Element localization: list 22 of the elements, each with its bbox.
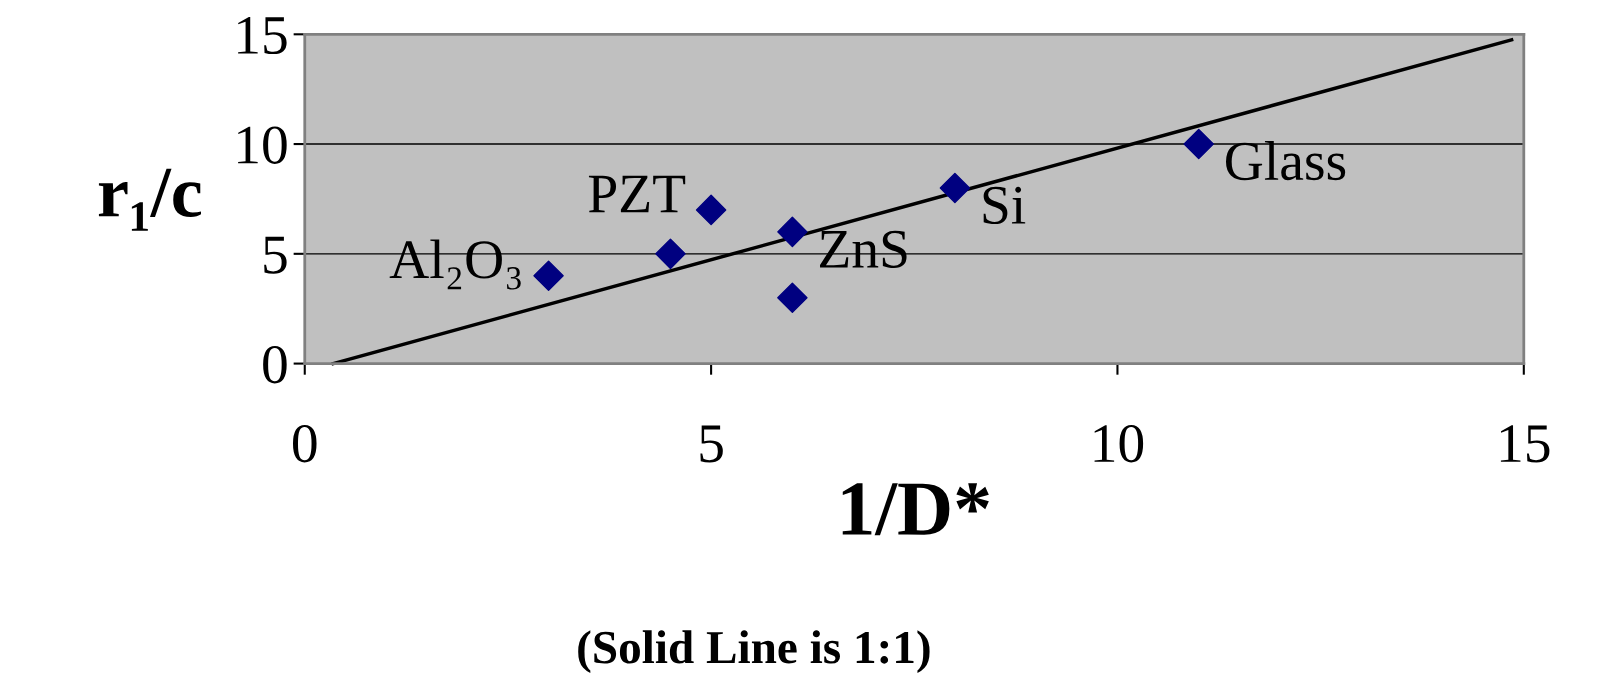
x-tick-label: 0: [292, 424, 317, 463]
y-tick-label: 15: [238, 16, 287, 55]
x-tick-label: 5: [700, 425, 723, 463]
point: [1183, 128, 1214, 160]
x-tick-label: 10: [1094, 424, 1144, 463]
annotation: Al₂O₃: [389, 239, 521, 290]
text: (Solid Line is 1:1): [578, 630, 930, 674]
y-axis-title: r₁/c: [98, 168, 202, 231]
x-tick-label: 15: [1500, 425, 1550, 463]
annotation: Glass: [1226, 141, 1346, 181]
annotation: Si: [983, 186, 1026, 225]
point: [655, 238, 686, 270]
y-tick-label: 5: [264, 236, 287, 274]
x-axis-title: 1/D*: [842, 483, 989, 536]
point: [777, 282, 808, 313]
point: [695, 194, 727, 226]
point: [533, 260, 564, 292]
point: [939, 172, 971, 204]
y-tick-label: 10: [238, 126, 287, 164]
y-tick-label: 0: [263, 345, 287, 384]
point: [777, 216, 808, 248]
annotation: PZT: [588, 175, 686, 213]
